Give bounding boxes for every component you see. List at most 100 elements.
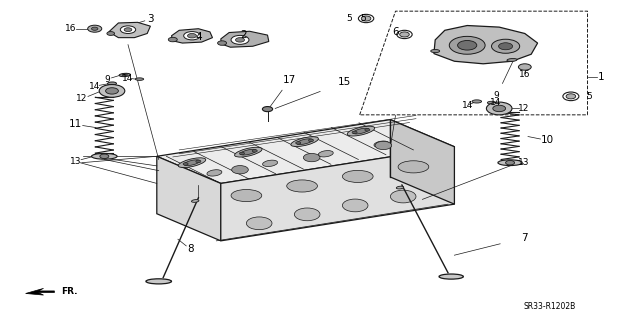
- Circle shape: [492, 39, 520, 53]
- Ellipse shape: [358, 14, 374, 23]
- Circle shape: [232, 166, 248, 174]
- Ellipse shape: [439, 274, 463, 279]
- Circle shape: [458, 41, 477, 50]
- Text: 5: 5: [586, 92, 591, 101]
- Circle shape: [252, 150, 257, 152]
- Circle shape: [106, 88, 118, 94]
- Ellipse shape: [396, 186, 404, 189]
- Ellipse shape: [136, 78, 144, 80]
- Ellipse shape: [487, 101, 496, 104]
- Circle shape: [365, 129, 370, 131]
- Ellipse shape: [374, 141, 389, 147]
- Text: 13: 13: [518, 158, 529, 167]
- Circle shape: [184, 32, 200, 40]
- Polygon shape: [434, 26, 538, 64]
- Circle shape: [239, 152, 244, 155]
- Ellipse shape: [472, 100, 482, 103]
- Circle shape: [486, 102, 512, 115]
- Circle shape: [92, 27, 98, 30]
- Ellipse shape: [287, 180, 317, 192]
- Text: 11: 11: [69, 119, 82, 130]
- Circle shape: [506, 160, 515, 165]
- Circle shape: [296, 142, 301, 144]
- Ellipse shape: [119, 73, 131, 77]
- Polygon shape: [221, 147, 454, 241]
- Polygon shape: [157, 120, 454, 183]
- Text: SR33-R1202B: SR33-R1202B: [524, 302, 576, 311]
- Circle shape: [218, 41, 227, 45]
- Circle shape: [375, 141, 392, 150]
- Ellipse shape: [296, 139, 313, 145]
- Ellipse shape: [431, 49, 440, 53]
- Ellipse shape: [318, 151, 333, 157]
- Circle shape: [303, 153, 320, 162]
- Circle shape: [493, 105, 506, 112]
- Text: 17: 17: [283, 75, 296, 85]
- Ellipse shape: [342, 170, 373, 182]
- Text: 15: 15: [338, 77, 351, 87]
- Circle shape: [188, 33, 196, 38]
- Ellipse shape: [179, 158, 205, 167]
- Circle shape: [196, 160, 201, 163]
- Ellipse shape: [566, 94, 576, 99]
- Ellipse shape: [563, 92, 579, 101]
- Text: 8: 8: [188, 244, 194, 255]
- Circle shape: [120, 26, 136, 33]
- Circle shape: [499, 43, 513, 50]
- Text: 10: 10: [541, 135, 554, 145]
- Circle shape: [231, 35, 249, 44]
- Ellipse shape: [207, 170, 222, 176]
- Polygon shape: [172, 29, 212, 43]
- Text: FR.: FR.: [61, 287, 78, 296]
- Ellipse shape: [498, 160, 522, 166]
- Ellipse shape: [507, 58, 517, 62]
- Ellipse shape: [399, 32, 410, 37]
- Text: 14: 14: [490, 98, 501, 107]
- Text: 5: 5: [346, 14, 351, 23]
- Text: 3: 3: [147, 14, 154, 24]
- Polygon shape: [26, 288, 54, 295]
- Circle shape: [342, 199, 368, 212]
- Polygon shape: [221, 31, 269, 47]
- Text: 6: 6: [392, 27, 399, 37]
- Ellipse shape: [397, 30, 412, 39]
- Ellipse shape: [348, 126, 374, 136]
- Text: 12: 12: [518, 104, 529, 113]
- Text: 14: 14: [89, 82, 100, 91]
- Text: 4: 4: [195, 32, 202, 42]
- Ellipse shape: [291, 137, 318, 146]
- Circle shape: [183, 163, 188, 165]
- Text: 14: 14: [122, 74, 134, 83]
- Circle shape: [122, 74, 127, 76]
- Text: 14: 14: [461, 101, 473, 110]
- Circle shape: [308, 139, 314, 142]
- Text: 13: 13: [70, 157, 81, 166]
- Text: 16: 16: [519, 70, 531, 78]
- Ellipse shape: [361, 16, 371, 21]
- Ellipse shape: [235, 147, 262, 157]
- Circle shape: [124, 28, 132, 32]
- Circle shape: [88, 25, 102, 32]
- Circle shape: [262, 107, 273, 112]
- Text: 1: 1: [598, 71, 605, 82]
- Polygon shape: [109, 22, 150, 38]
- Ellipse shape: [231, 189, 262, 202]
- Text: 7: 7: [522, 233, 528, 243]
- Circle shape: [390, 190, 416, 203]
- Circle shape: [236, 38, 244, 42]
- Ellipse shape: [191, 200, 199, 202]
- Circle shape: [100, 154, 109, 159]
- Text: 12: 12: [76, 94, 88, 103]
- Circle shape: [107, 32, 115, 35]
- Text: 16: 16: [65, 24, 76, 33]
- Ellipse shape: [184, 160, 200, 166]
- Ellipse shape: [262, 160, 278, 167]
- Polygon shape: [157, 156, 221, 241]
- Circle shape: [246, 217, 272, 230]
- Polygon shape: [390, 120, 454, 204]
- Ellipse shape: [146, 279, 172, 284]
- Text: 9: 9: [494, 91, 499, 100]
- Ellipse shape: [398, 161, 429, 173]
- Text: 2: 2: [240, 30, 246, 40]
- Text: 9: 9: [105, 75, 110, 84]
